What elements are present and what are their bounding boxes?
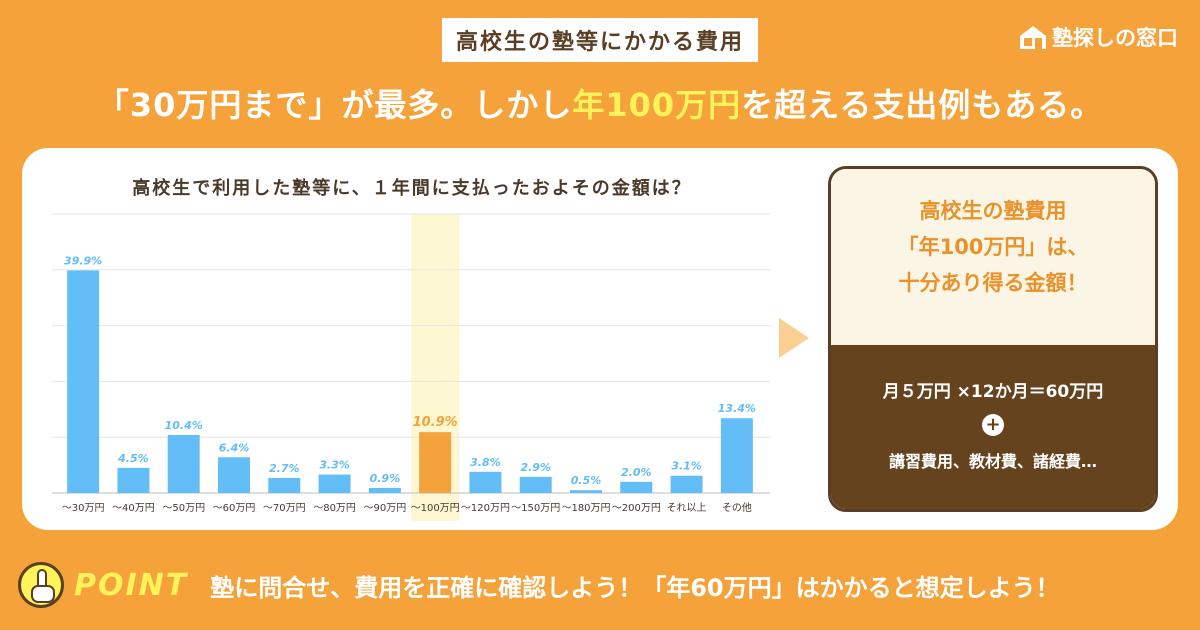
tick-label: ～100万円	[411, 503, 460, 514]
bar	[167, 434, 200, 493]
tick-label: ～150万円	[511, 503, 560, 514]
tick-label: その他	[722, 501, 752, 514]
topic-badge: 高校生の塾等にかかる費用	[441, 18, 758, 62]
pointing-hand-icon	[18, 562, 64, 608]
bar	[469, 471, 502, 493]
card-extra: 講習費用、教材費、諸経費…	[888, 452, 1097, 471]
tick-label: ～60万円	[213, 503, 256, 514]
content-panel: 高校生で利用した塾等に、１年間に支払ったおよその金額は？ 39.9% ～30万円 4…	[22, 148, 1178, 530]
bar	[67, 270, 100, 493]
card-line3: 十分あり得る金額！	[898, 271, 1088, 295]
house-icon	[1020, 26, 1046, 49]
bar	[318, 474, 351, 493]
tick-label: ～40万円	[112, 503, 155, 514]
data-label: 2.9%	[520, 461, 551, 474]
chart-title: 高校生で利用した塾等に、１年間に支払ったおよその金額は？	[132, 178, 692, 199]
data-label: 4.5%	[117, 452, 149, 465]
headline-part2: を超える支出例もある。	[741, 86, 1104, 124]
tick-label: それ以上	[667, 502, 707, 514]
bar	[720, 418, 753, 493]
arrow-right-icon	[779, 318, 809, 358]
tick-label: ～120万円	[461, 503, 510, 514]
bar	[519, 476, 552, 493]
data-label: 13.4%	[718, 402, 756, 415]
card-line2: 「年100万円」は、	[897, 235, 1089, 259]
site-logo[interactable]: 塾探しの窓口	[1018, 22, 1178, 52]
tick-label: ～180万円	[561, 503, 610, 514]
card-calc: 月５万円 ×12か月＝60万円	[882, 382, 1104, 402]
tick-label: ～80万円	[313, 503, 356, 514]
tick-label: ～200万円	[612, 503, 661, 514]
tick-label: ～50万円	[162, 503, 205, 514]
point-label: POINT	[74, 567, 189, 603]
data-label: 6.4%	[219, 441, 250, 454]
data-label: 0.5%	[571, 474, 602, 487]
card-line1: 高校生の塾費用	[919, 199, 1067, 223]
fist-shape	[31, 585, 55, 603]
data-label: 10.4%	[165, 419, 203, 432]
bar	[368, 487, 401, 493]
data-label: 3.8%	[470, 456, 501, 469]
data-label: 39.9%	[64, 254, 102, 267]
tick-label: ～90万円	[363, 503, 406, 514]
headline-part1: 「30万円まで」が最多。しかし	[96, 86, 573, 124]
tick-label: ～70万円	[263, 503, 306, 514]
bar	[268, 477, 301, 493]
point-banner: POINT 塾に問合せ、費用を正確に確認しよう！「年60万円」はかかると想定しよ…	[18, 560, 1188, 610]
data-label: 2.0%	[621, 466, 652, 479]
bar	[570, 490, 602, 493]
bar	[670, 475, 703, 493]
data-label: 3.3%	[319, 459, 350, 472]
bar	[419, 432, 452, 493]
summary-card: 高校生の塾費用 「年100万円」は、 十分あり得る金額！ 月５万円 ×12か月＝…	[828, 166, 1158, 512]
headline-highlight: 年100万円	[572, 86, 742, 124]
badge-wrap: 高校生の塾等にかかる費用	[0, 18, 1200, 62]
point-text: 塾に問合せ、費用を正確に確認しよう！「年60万円」はかかると想定しよう！	[210, 573, 1060, 602]
card-top: 高校生の塾費用 「年100万円」は、 十分あり得る金額！	[831, 169, 1155, 345]
bar	[218, 457, 250, 493]
data-label: 3.1%	[671, 460, 702, 473]
headline: 「30万円まで」が最多。しかし年100万円を超える支出例もある。	[0, 80, 1200, 126]
tick-label: ～30万円	[62, 503, 105, 514]
plus-icon: +	[982, 414, 1004, 436]
data-label: 10.9%	[413, 415, 458, 430]
bar	[620, 481, 653, 493]
card-bottom: 月５万円 ×12か月＝60万円 + 講習費用、教材費、諸経費…	[831, 345, 1155, 509]
bar	[117, 467, 150, 493]
data-label: 0.9%	[370, 472, 401, 485]
bar-chart: 39.9% ～30万円 4.5% ～40万円 10.4% ～50万円 6.4% ～60万円 2.…	[52, 213, 770, 521]
logo-text: 塾探しの窓口	[1052, 26, 1178, 50]
data-label: 2.7%	[269, 462, 300, 475]
